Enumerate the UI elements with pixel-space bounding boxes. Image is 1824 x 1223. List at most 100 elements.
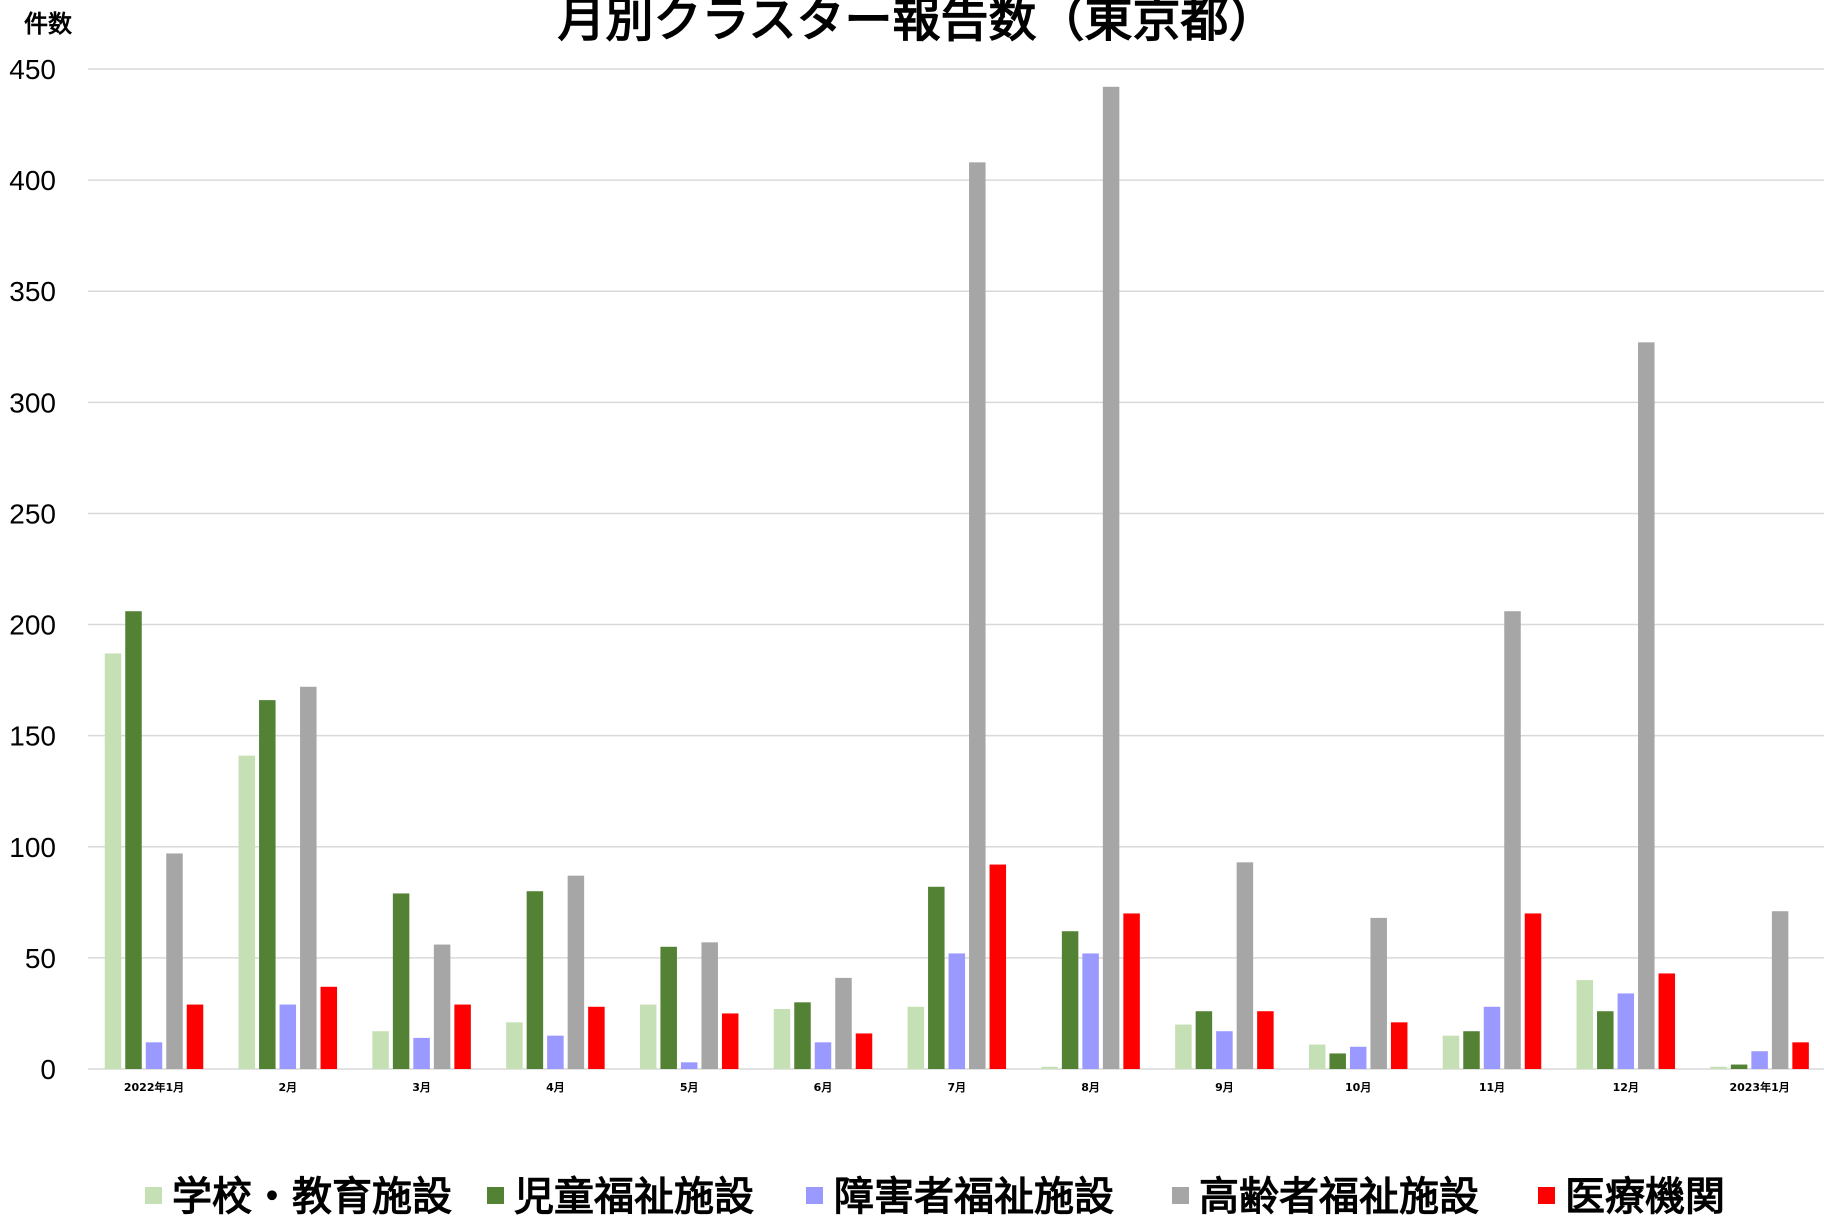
bar: [1576, 980, 1594, 1069]
bar: [969, 162, 986, 1070]
bar: [567, 875, 585, 1069]
legend-swatch: [1172, 1187, 1189, 1204]
bar: [639, 1004, 657, 1069]
bar: [372, 1031, 389, 1069]
x-tick-label: 6月: [814, 1081, 833, 1094]
bar: [835, 977, 852, 1069]
bar: [125, 611, 142, 1069]
y-tick-label: 0: [40, 1054, 56, 1085]
bar: [1710, 1066, 1727, 1069]
chart-title: 月別クラスター報告数（東京都）: [557, 0, 1276, 48]
bar: [1390, 1022, 1408, 1069]
bar: [1792, 1042, 1809, 1069]
bar: [1061, 931, 1079, 1069]
bar: [989, 864, 1007, 1069]
legend-swatch: [806, 1187, 823, 1204]
x-tick-label: 2月: [278, 1081, 297, 1094]
bar: [1730, 1064, 1748, 1069]
bar: [1463, 1031, 1480, 1069]
bar: [1442, 1035, 1460, 1069]
bar: [300, 686, 317, 1069]
bar: [1123, 913, 1140, 1069]
legend: 学校・教育施設 児童福祉施設 障害者福祉施設 高齢者福祉施設 医療機関: [145, 1174, 1725, 1220]
bar: [1041, 1066, 1058, 1069]
x-tick-label: 8月: [1081, 1081, 1100, 1094]
legend-swatch: [487, 1187, 504, 1204]
bar: [928, 886, 945, 1069]
bar: [721, 1013, 739, 1069]
x-tick-label: 5月: [680, 1081, 699, 1094]
bar: [660, 946, 677, 1069]
bar: [588, 1006, 605, 1069]
legend-label: 高齢者福祉施設: [1199, 1174, 1479, 1220]
bar: [279, 1004, 297, 1069]
x-tick-label: 11月: [1479, 1081, 1505, 1094]
bar: [1308, 1044, 1326, 1069]
bar: [547, 1035, 564, 1069]
bar: [1195, 1011, 1213, 1069]
bar: [814, 1042, 832, 1069]
bar: [1329, 1053, 1346, 1069]
y-tick-label: 200: [9, 610, 56, 641]
bar: [1236, 862, 1254, 1069]
bar: [1175, 1024, 1192, 1069]
bar: [1102, 86, 1120, 1070]
y-tick-label: 150: [9, 721, 56, 752]
bar: [1216, 1031, 1233, 1069]
bar: [526, 891, 544, 1069]
bar: [948, 953, 966, 1069]
bar: [392, 893, 410, 1069]
bar: [433, 944, 451, 1069]
bar: [320, 986, 338, 1069]
x-tick-label: 3月: [412, 1081, 431, 1094]
y-tick-label: 250: [9, 498, 56, 529]
y-tick-label: 100: [9, 832, 56, 863]
legend-swatch: [145, 1187, 162, 1204]
legend-swatch: [1538, 1187, 1555, 1204]
legend-label: 学校・教育施設: [172, 1174, 452, 1220]
bar: [166, 853, 183, 1069]
legend-label: 障害者福祉施設: [834, 1174, 1114, 1220]
bar: [506, 1022, 523, 1069]
bars: [104, 86, 1809, 1070]
bar: [1771, 911, 1789, 1069]
bar: [907, 1006, 925, 1069]
x-tick-label: 4月: [546, 1081, 565, 1094]
gridlines: [88, 68, 1824, 1070]
x-tick-label: 12月: [1613, 1081, 1639, 1094]
bar: [773, 1009, 791, 1069]
bar: [1504, 611, 1521, 1069]
bar: [1483, 1006, 1501, 1069]
bar: [794, 1002, 811, 1069]
bar: [259, 700, 276, 1069]
bar: [1751, 1051, 1768, 1069]
x-tick-label: 2023年1月: [1729, 1080, 1789, 1094]
bar: [1524, 913, 1542, 1069]
bar: [186, 1004, 204, 1069]
bar: [1257, 1011, 1274, 1069]
bar: [701, 942, 718, 1069]
legend-label: 医療機関: [1565, 1174, 1725, 1220]
y-axis-label: 件数: [24, 10, 73, 38]
x-tick-label: 7月: [947, 1081, 966, 1094]
bar: [1597, 1011, 1614, 1069]
bar: [238, 755, 256, 1069]
bar: [1638, 342, 1655, 1069]
bar: [855, 1033, 873, 1069]
bar: [1349, 1046, 1367, 1069]
bar: [145, 1042, 163, 1069]
y-tick-label: 400: [9, 165, 56, 196]
y-tick-label: 450: [9, 54, 56, 85]
x-tick-label: 2022年1月: [124, 1080, 184, 1094]
bar: [413, 1037, 430, 1069]
legend-label: 児童福祉施設: [514, 1174, 754, 1220]
y-tick-label: 300: [9, 387, 56, 418]
bar: [104, 653, 122, 1069]
x-axis-ticks: 2022年1月 2月 3月 4月 5月 6月 7月 8月 9月 10月 11月 12月 2023年1月: [124, 1080, 1790, 1094]
bar: [1370, 917, 1387, 1069]
bar: [454, 1004, 471, 1069]
bar: [1082, 953, 1099, 1069]
bar: [1617, 993, 1635, 1069]
